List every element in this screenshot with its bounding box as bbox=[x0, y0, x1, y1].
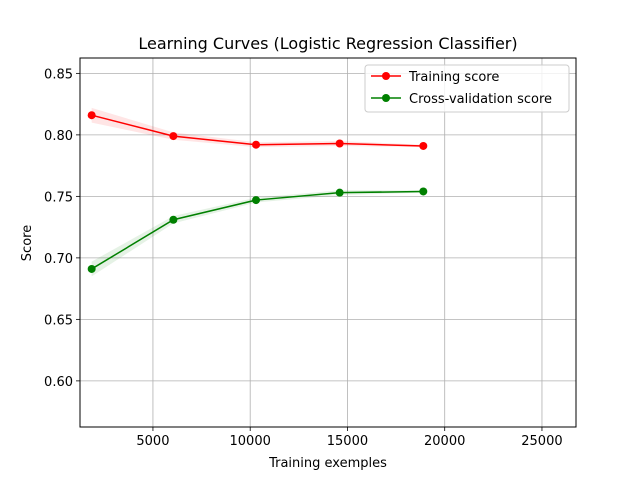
legend-label-cv: Cross-validation score bbox=[409, 92, 552, 107]
point-training bbox=[419, 141, 428, 150]
legend-label-training: Training score bbox=[408, 70, 499, 85]
series-points bbox=[87, 111, 428, 273]
point-cv bbox=[169, 215, 178, 224]
y-tick-label: 0.80 bbox=[44, 129, 73, 144]
x-axis-label: Training exemples bbox=[268, 456, 387, 471]
x-tick-label: 25000 bbox=[521, 434, 562, 449]
x-tick-label: 10000 bbox=[230, 434, 271, 449]
y-tick-label: 0.65 bbox=[44, 313, 73, 328]
chart-title: Learning Curves (Logistic Regression Cla… bbox=[138, 34, 517, 53]
point-training bbox=[335, 139, 344, 148]
point-training bbox=[87, 111, 96, 120]
point-cv bbox=[419, 187, 428, 196]
point-training bbox=[252, 140, 261, 149]
y-axis-label: Score bbox=[20, 225, 35, 261]
y-tick-label: 0.70 bbox=[44, 252, 73, 267]
y-tick-label: 0.85 bbox=[44, 67, 73, 82]
axis-ticks: 5000 10000 15000 20000 25000 0.60 0.65 0.70 0.75… bbox=[44, 67, 563, 449]
legend-marker-cv bbox=[382, 94, 390, 102]
plot-frame bbox=[79, 57, 577, 428]
x-tick-label: 20000 bbox=[424, 434, 465, 449]
x-tick-label: 5000 bbox=[136, 434, 169, 449]
legend-box bbox=[364, 64, 570, 113]
x-tick-label: 15000 bbox=[327, 434, 368, 449]
legend: Training score Cross-validation score bbox=[364, 64, 570, 113]
point-cv bbox=[335, 188, 344, 197]
band-cv bbox=[91, 190, 424, 277]
point-cv bbox=[252, 196, 261, 205]
legend-marker-training bbox=[382, 72, 390, 80]
point-cv bbox=[87, 264, 96, 273]
y-tick-label: 0.60 bbox=[44, 375, 73, 390]
point-training bbox=[169, 132, 178, 141]
y-tick-label: 0.75 bbox=[44, 190, 73, 205]
